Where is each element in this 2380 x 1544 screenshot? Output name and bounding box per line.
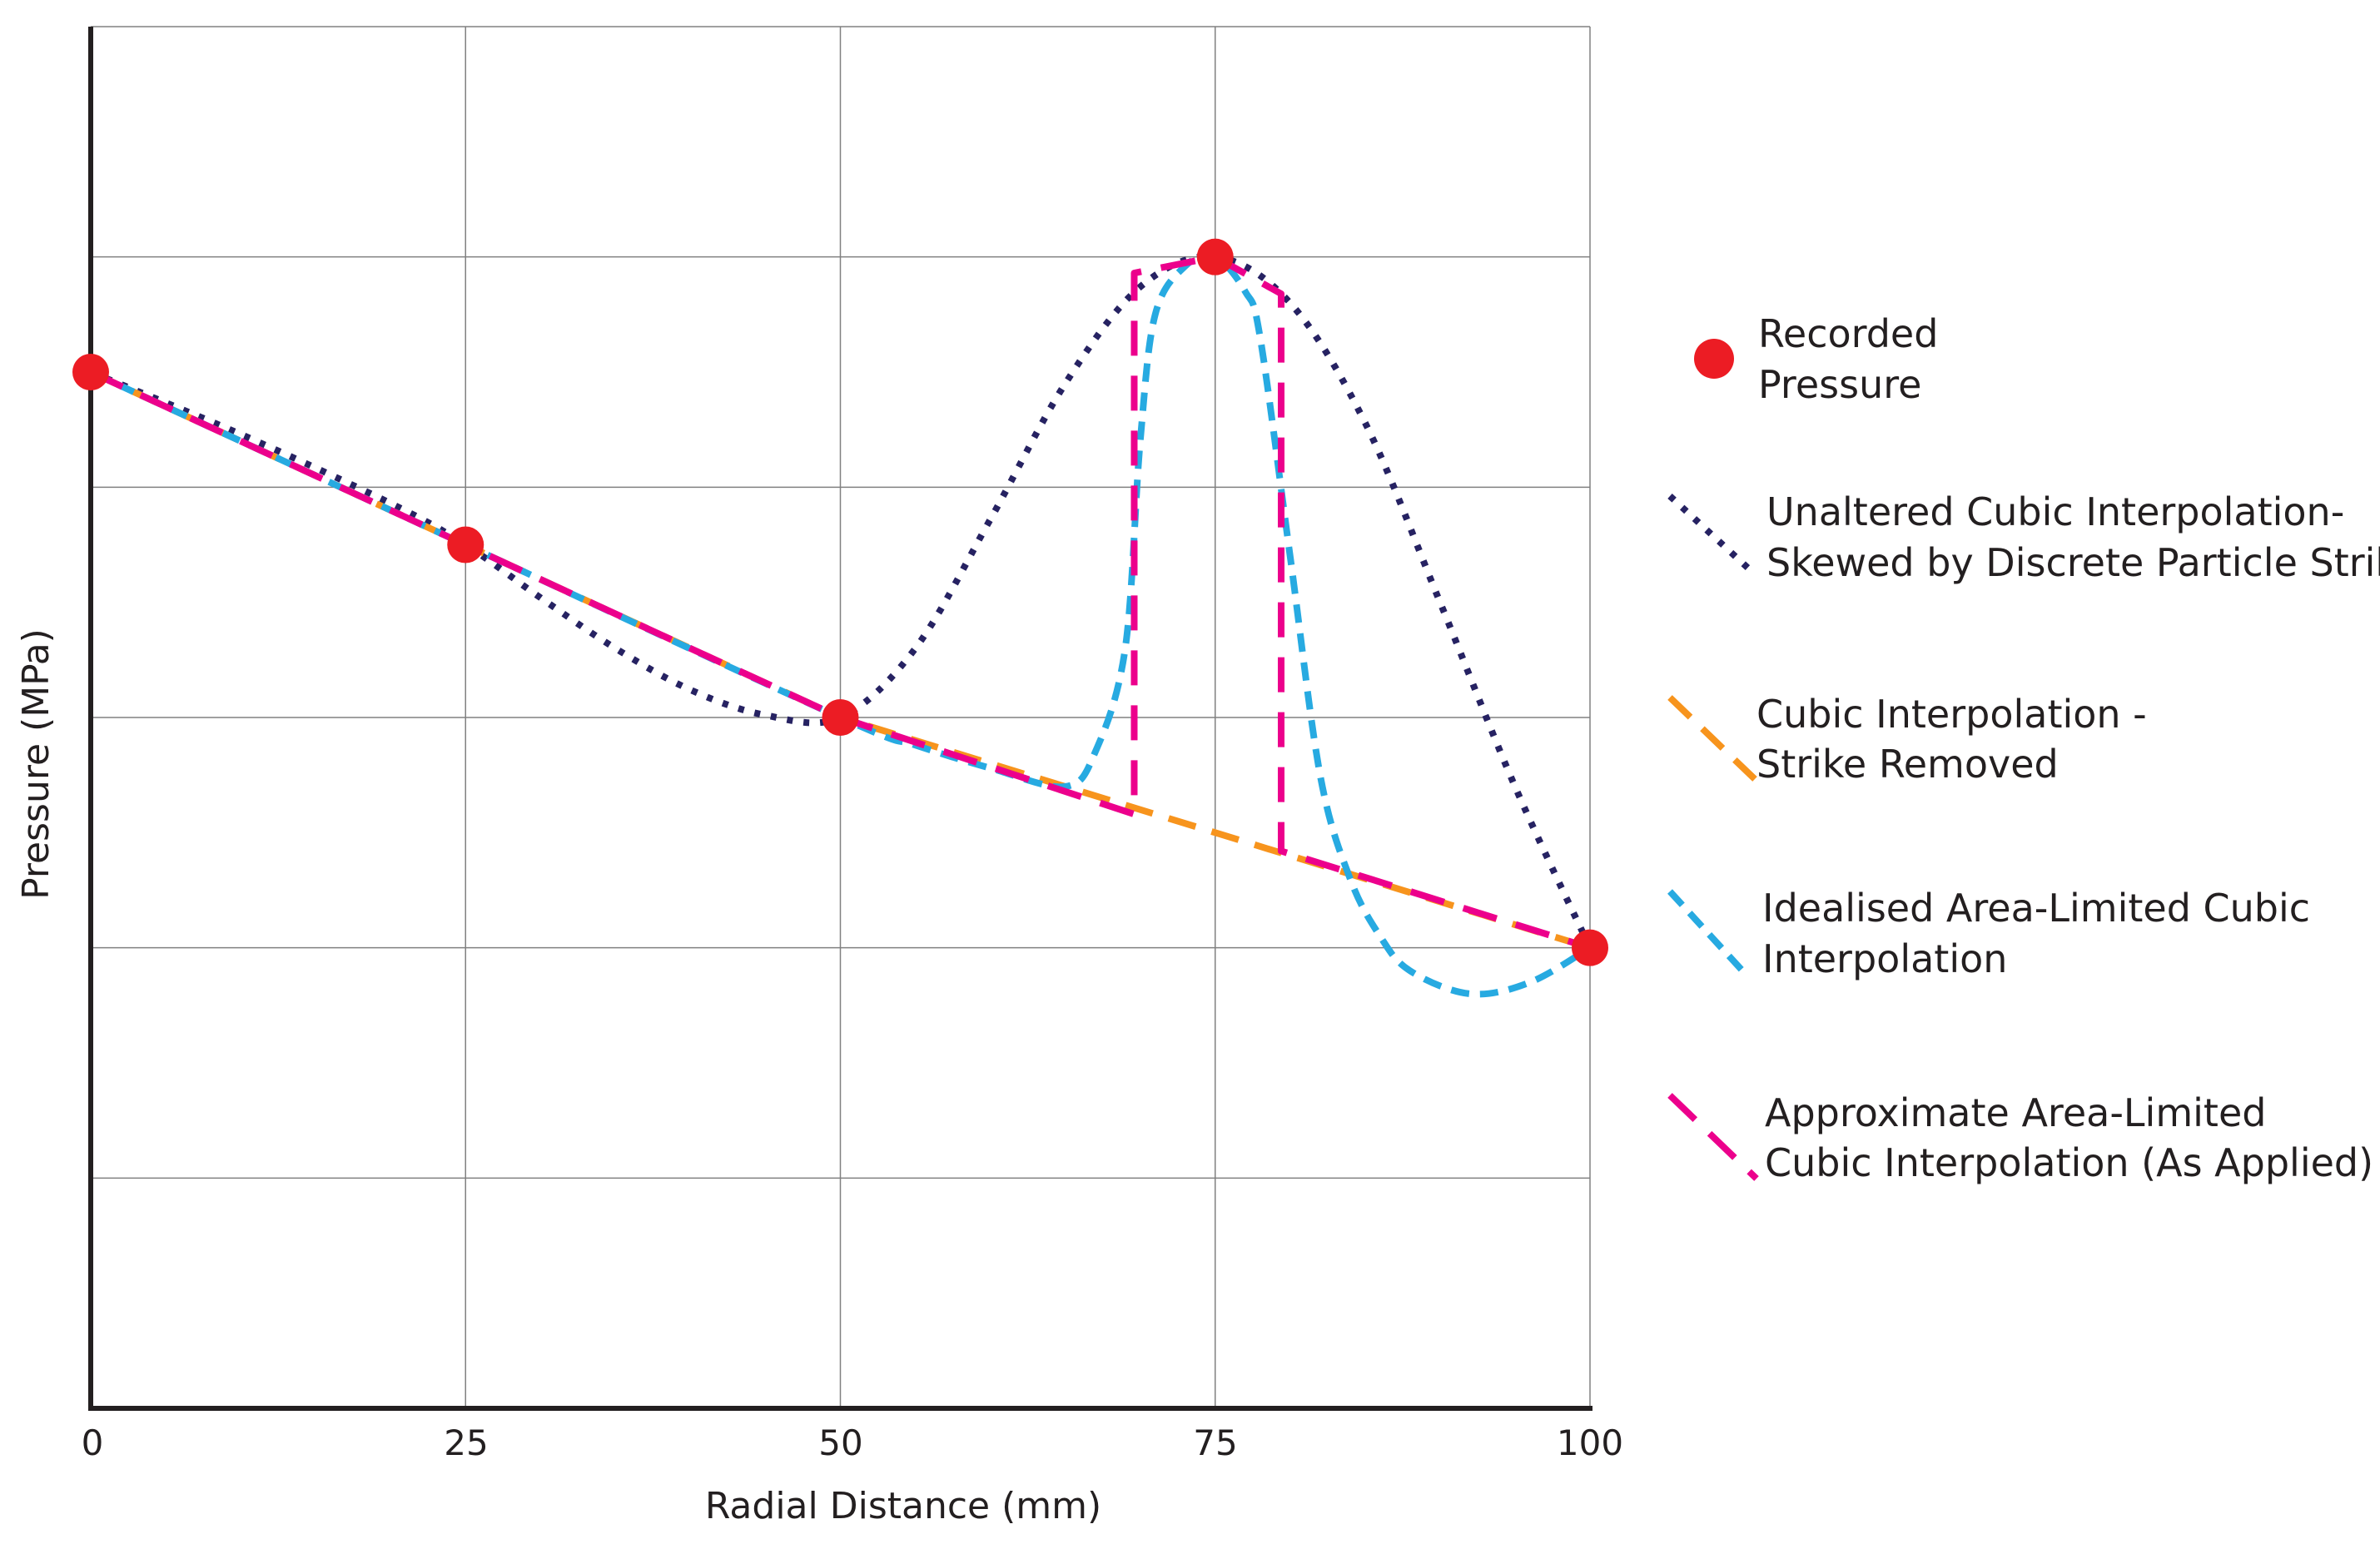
legend-label-line: Pressure — [1758, 362, 1921, 407]
series-approximate-line — [89, 253, 1592, 951]
legend-item-recorded: Recorded Pressure — [1694, 311, 1938, 407]
x-tick-label: 75 — [1193, 1422, 1237, 1463]
legend-swatch-strike-removed — [1667, 695, 1757, 782]
legend-swatch-approximate — [1667, 1093, 1759, 1181]
x-tick-label: 25 — [444, 1422, 488, 1463]
legend-label-line: Skewed by Discrete Particle Strike — [1766, 540, 2380, 585]
legend-swatch-recorded — [1694, 339, 1734, 379]
legend-label-line: Cubic Interpolation - — [1756, 692, 2147, 737]
recorded-pressure-point — [822, 699, 859, 736]
legend-item-approximate: Approximate Area-Limited Cubic Interpola… — [1667, 1090, 2373, 1185]
legend-label-line: Approximate Area-Limited — [1765, 1090, 2266, 1135]
legend-swatch-idealised — [1667, 889, 1744, 972]
axes — [88, 27, 1592, 1411]
legend-label-line: Recorded — [1758, 311, 1938, 356]
recorded-pressure-point — [447, 526, 484, 563]
legend-item-strike-removed: Cubic Interpolation - Strike Removed — [1667, 692, 2147, 787]
recorded-pressure-markers — [72, 238, 1608, 966]
legend-item-idealised: Idealised Area-Limited Cubic Interpolati… — [1667, 886, 2310, 981]
x-axis-title: Radial Distance (mm) — [705, 1485, 1101, 1527]
legend-label-line: Strike Removed — [1756, 742, 2059, 787]
x-tick-label: 0 — [82, 1422, 104, 1463]
legend-label-line: Idealised Area-Limited Cubic — [1762, 886, 2310, 931]
y-axis-title: Pressure (MPa) — [15, 628, 57, 900]
legend-swatch-unaltered — [1667, 494, 1757, 577]
legend: Recorded Pressure Unaltered Cubic Interp… — [1667, 311, 2380, 1185]
x-tick-label: 50 — [818, 1422, 862, 1463]
legend-label-line: Unaltered Cubic Interpolation- — [1766, 489, 2344, 534]
x-tick-labels: 0 25 50 75 100 — [82, 1422, 1623, 1463]
legend-label-line: Cubic Interpolation (As Applied) — [1765, 1140, 2373, 1185]
legend-item-unaltered: Unaltered Cubic Interpolation- Skewed by… — [1667, 489, 2380, 585]
recorded-pressure-point — [1196, 238, 1234, 276]
legend-label-line: Interpolation — [1762, 936, 2007, 981]
recorded-pressure-point — [72, 354, 109, 390]
x-tick-label: 100 — [1557, 1422, 1623, 1463]
recorded-pressure-point — [1572, 929, 1608, 966]
